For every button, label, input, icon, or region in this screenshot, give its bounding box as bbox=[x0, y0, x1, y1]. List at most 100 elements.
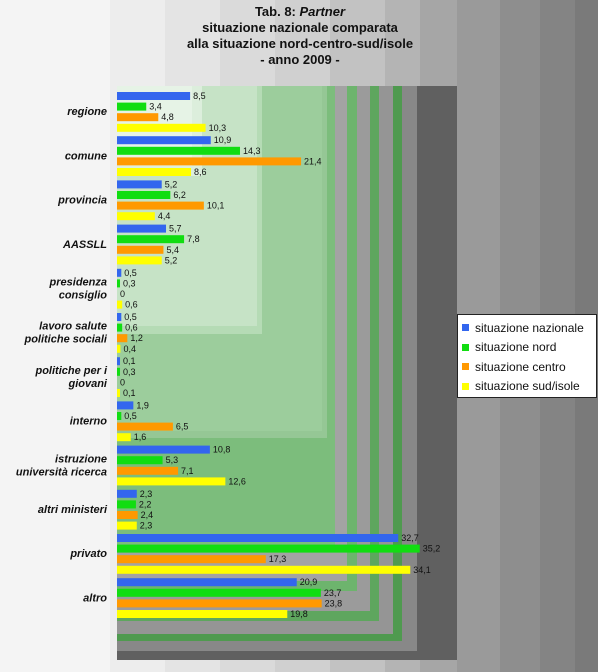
bg-stripe-0 bbox=[0, 0, 110, 672]
chart-title: Tab. 8: Partner situazione nazionale com… bbox=[110, 4, 490, 68]
bar bbox=[117, 521, 137, 530]
title-line2: situazione nazionale comparata bbox=[202, 20, 398, 35]
data-label: 0 bbox=[120, 289, 125, 299]
bar bbox=[117, 146, 240, 155]
bar bbox=[117, 235, 185, 244]
category-label: regione bbox=[67, 106, 107, 118]
category-label: provincia bbox=[57, 195, 107, 207]
data-label: 35,2 bbox=[423, 544, 441, 554]
category-label: altri ministeri bbox=[38, 504, 108, 516]
legend-swatch bbox=[462, 324, 469, 332]
bar bbox=[117, 555, 266, 564]
category-label: privato bbox=[69, 548, 107, 560]
legend-label: situazione nazionale bbox=[475, 320, 584, 335]
legend-item: situazione nord bbox=[462, 338, 592, 358]
bar bbox=[117, 433, 131, 442]
data-label: 19,8 bbox=[290, 609, 308, 619]
bar bbox=[117, 456, 163, 465]
bar bbox=[117, 224, 167, 233]
bar bbox=[117, 367, 120, 376]
legend-swatch bbox=[462, 343, 469, 351]
legend-label: situazione centro bbox=[475, 359, 566, 374]
category-label: interno bbox=[70, 416, 108, 428]
category-label: politiche per i giovani bbox=[34, 365, 107, 390]
data-label: 0,5 bbox=[124, 268, 137, 278]
data-label: 17,3 bbox=[269, 554, 287, 564]
legend-item: situazione centro bbox=[462, 357, 592, 377]
data-label: 5,3 bbox=[166, 455, 179, 465]
bar bbox=[117, 477, 226, 486]
bar bbox=[117, 300, 123, 309]
bar bbox=[117, 256, 162, 265]
data-label: 0,4 bbox=[123, 344, 136, 354]
bar bbox=[117, 245, 164, 254]
bar bbox=[117, 201, 204, 210]
bar bbox=[117, 323, 123, 332]
bar bbox=[117, 136, 211, 145]
data-label: 23,7 bbox=[324, 588, 342, 598]
bar bbox=[117, 588, 321, 597]
bar bbox=[117, 191, 171, 199]
bar bbox=[117, 412, 122, 420]
bar bbox=[117, 610, 288, 618]
data-label: 5,2 bbox=[165, 179, 178, 189]
data-label: 5,2 bbox=[165, 255, 178, 265]
bar bbox=[117, 401, 134, 410]
bar bbox=[117, 466, 179, 475]
bar bbox=[117, 445, 210, 454]
data-label: 6,5 bbox=[176, 422, 189, 432]
bar bbox=[117, 578, 297, 587]
bar bbox=[117, 489, 137, 498]
data-label: 8,6 bbox=[194, 167, 207, 177]
legend-label: situazione sud/isole bbox=[475, 379, 580, 394]
category-label: comune bbox=[65, 150, 107, 162]
bar bbox=[117, 565, 411, 574]
bar bbox=[117, 500, 136, 509]
data-label: 2,4 bbox=[141, 510, 154, 520]
data-label: 20,9 bbox=[300, 577, 318, 587]
data-label: 0,1 bbox=[123, 356, 136, 366]
bar bbox=[117, 313, 122, 321]
data-label: 1,6 bbox=[134, 432, 147, 442]
bar bbox=[117, 511, 138, 519]
data-label: 8,5 bbox=[193, 91, 206, 101]
data-label: 5,4 bbox=[166, 245, 179, 255]
data-label: 0,1 bbox=[123, 388, 136, 398]
data-label: 10,9 bbox=[214, 135, 232, 145]
data-label: 2,3 bbox=[140, 489, 153, 499]
bar bbox=[117, 123, 206, 132]
title-italic: Partner bbox=[299, 4, 346, 19]
data-label: 0 bbox=[120, 377, 125, 387]
data-label: 0,5 bbox=[124, 411, 137, 421]
data-label: 5,7 bbox=[169, 224, 182, 234]
data-label: 3,4 bbox=[149, 102, 162, 112]
bar bbox=[117, 180, 162, 189]
data-label: 21,4 bbox=[304, 156, 322, 166]
data-label: 32,7 bbox=[401, 533, 419, 543]
data-label: 4,4 bbox=[158, 211, 171, 221]
data-label: 1,2 bbox=[130, 333, 143, 343]
data-label: 10,1 bbox=[207, 201, 225, 211]
bar bbox=[117, 92, 191, 100]
bar bbox=[117, 212, 155, 221]
bar bbox=[117, 344, 121, 353]
data-label: 7,8 bbox=[187, 234, 200, 244]
bar bbox=[117, 268, 122, 277]
data-label: 7,1 bbox=[181, 466, 194, 476]
bar bbox=[117, 279, 120, 288]
category-label: AASSLL bbox=[62, 239, 107, 251]
category-label: presidenza consiglio bbox=[49, 277, 108, 302]
data-label: 10,8 bbox=[213, 445, 231, 455]
title-prefix: Tab. 8: bbox=[254, 4, 296, 19]
legend-swatch bbox=[462, 363, 469, 371]
bar bbox=[117, 544, 420, 553]
category-label: altro bbox=[83, 592, 107, 604]
legend-item: situazione nazionale bbox=[462, 318, 592, 338]
data-label: 0,3 bbox=[123, 367, 136, 377]
data-label: 6,2 bbox=[173, 190, 186, 200]
data-label: 23,8 bbox=[325, 598, 343, 608]
data-label: 0,5 bbox=[124, 312, 137, 322]
chart-legend: situazione nazionale situazione nord situa… bbox=[457, 314, 597, 398]
category-label: lavoro salute politiche sociali bbox=[23, 321, 107, 346]
